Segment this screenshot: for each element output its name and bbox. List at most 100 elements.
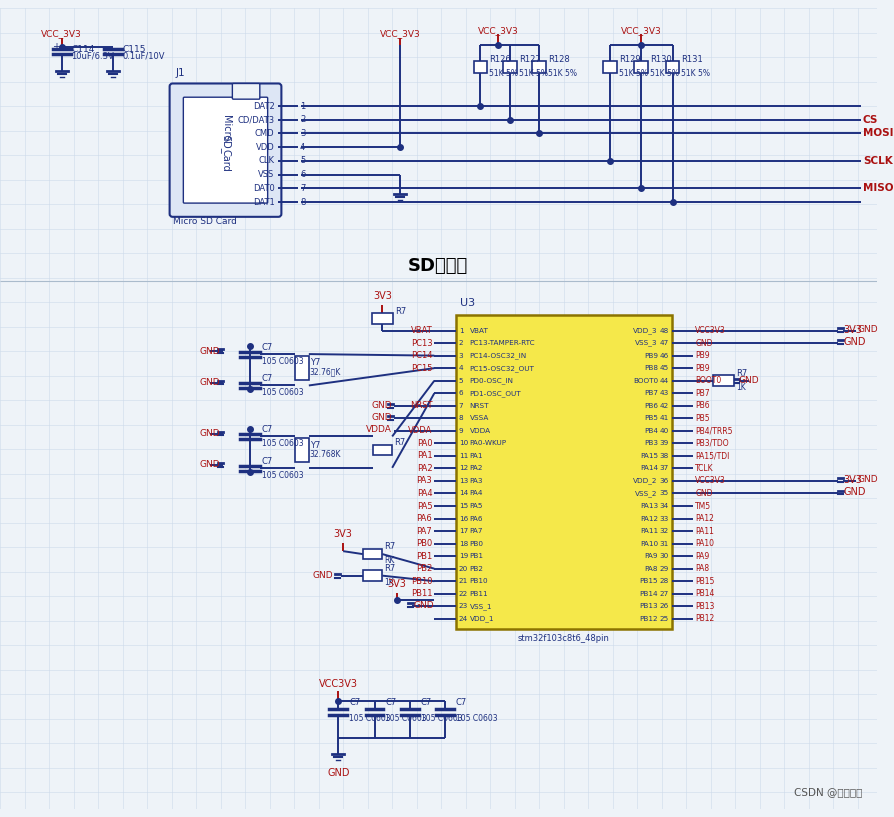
Text: VDDA: VDDA bbox=[469, 428, 491, 434]
Text: PA4: PA4 bbox=[469, 490, 483, 497]
Text: PA1: PA1 bbox=[417, 451, 433, 461]
Text: R7: R7 bbox=[384, 542, 395, 551]
Text: DAT1: DAT1 bbox=[253, 198, 274, 207]
Bar bbox=[373, 445, 392, 455]
Text: R130: R130 bbox=[650, 55, 671, 64]
Text: 4: 4 bbox=[459, 365, 463, 371]
Bar bbox=[635, 61, 648, 73]
Text: 48: 48 bbox=[660, 328, 669, 333]
Text: PB5: PB5 bbox=[644, 415, 658, 422]
Text: 105 C0603: 105 C0603 bbox=[262, 357, 303, 366]
Text: PA7: PA7 bbox=[469, 528, 483, 534]
Bar bbox=[295, 356, 308, 380]
Text: GND: GND bbox=[738, 376, 759, 385]
Text: 7: 7 bbox=[459, 403, 463, 408]
Text: PD1-OSC_OUT: PD1-OSC_OUT bbox=[469, 390, 521, 396]
Text: GND: GND bbox=[200, 460, 221, 470]
Text: PA15/TDI: PA15/TDI bbox=[696, 451, 730, 461]
Text: C7: C7 bbox=[262, 426, 273, 435]
Text: 31: 31 bbox=[660, 541, 669, 547]
Text: PC15: PC15 bbox=[411, 364, 433, 373]
Text: PB4/TRR5: PB4/TRR5 bbox=[696, 426, 733, 435]
Text: BOOT0: BOOT0 bbox=[696, 376, 721, 385]
Text: Y7: Y7 bbox=[310, 440, 320, 450]
Text: PA14: PA14 bbox=[640, 466, 658, 471]
Text: VDDA: VDDA bbox=[408, 426, 433, 435]
Text: 12: 12 bbox=[459, 466, 468, 471]
Text: CSDN @竹秋五日: CSDN @竹秋五日 bbox=[795, 788, 863, 797]
Text: 37: 37 bbox=[660, 466, 669, 471]
Text: C7: C7 bbox=[262, 343, 273, 352]
Text: 3: 3 bbox=[300, 129, 306, 138]
Text: 40: 40 bbox=[660, 428, 669, 434]
Text: GND: GND bbox=[843, 337, 865, 347]
Text: CMD: CMD bbox=[255, 129, 274, 138]
Text: 18: 18 bbox=[459, 541, 468, 547]
Text: PA9: PA9 bbox=[645, 553, 658, 559]
Bar bbox=[363, 570, 383, 581]
Text: GND: GND bbox=[372, 413, 392, 422]
Text: 3V3: 3V3 bbox=[388, 578, 407, 588]
Text: 10: 10 bbox=[459, 440, 468, 446]
Text: 0.1uF/10V: 0.1uF/10V bbox=[122, 51, 165, 60]
Text: 105 C0603: 105 C0603 bbox=[349, 714, 391, 723]
Text: 13: 13 bbox=[459, 478, 468, 484]
Text: 23: 23 bbox=[459, 603, 468, 609]
Text: 1: 1 bbox=[459, 328, 463, 333]
Text: 105 C0603: 105 C0603 bbox=[262, 388, 303, 397]
Text: GND: GND bbox=[313, 571, 333, 580]
Text: PB6: PB6 bbox=[696, 401, 710, 410]
Text: 14: 14 bbox=[459, 490, 468, 497]
Text: VBAT: VBAT bbox=[410, 326, 433, 335]
Text: Card: Card bbox=[221, 149, 231, 172]
Text: 2: 2 bbox=[459, 340, 463, 346]
Text: Y7: Y7 bbox=[310, 359, 320, 368]
Text: 30: 30 bbox=[660, 553, 669, 559]
Text: PB0: PB0 bbox=[416, 539, 433, 548]
Text: R126: R126 bbox=[489, 55, 511, 64]
Text: 3V3: 3V3 bbox=[843, 324, 862, 335]
Bar bbox=[295, 439, 308, 462]
Text: C7: C7 bbox=[456, 698, 468, 707]
Text: CS: CS bbox=[863, 114, 878, 125]
Text: TM5: TM5 bbox=[696, 502, 712, 511]
Text: PA2: PA2 bbox=[417, 464, 433, 473]
Text: 8: 8 bbox=[459, 415, 463, 422]
Text: 51K 5%: 51K 5% bbox=[489, 69, 519, 78]
Text: 51K 5%: 51K 5% bbox=[650, 69, 679, 78]
Text: C114: C114 bbox=[72, 45, 95, 54]
Text: NRST: NRST bbox=[469, 403, 489, 408]
Text: 17: 17 bbox=[459, 528, 468, 534]
Text: PB3: PB3 bbox=[644, 440, 658, 446]
Text: PA13: PA13 bbox=[640, 503, 658, 509]
Text: GND: GND bbox=[200, 429, 221, 438]
Text: PB13: PB13 bbox=[696, 602, 714, 611]
Text: VDD_3: VDD_3 bbox=[633, 327, 658, 334]
Text: VCC3V3: VCC3V3 bbox=[696, 326, 726, 335]
Text: C115: C115 bbox=[122, 45, 146, 54]
Text: 25: 25 bbox=[660, 616, 669, 622]
Text: PB10: PB10 bbox=[411, 577, 433, 586]
Text: PA12: PA12 bbox=[640, 516, 658, 521]
Text: PB2: PB2 bbox=[469, 565, 484, 572]
Text: GND: GND bbox=[696, 489, 713, 498]
Text: 6: 6 bbox=[300, 170, 306, 179]
Bar bbox=[503, 61, 517, 73]
Text: RK: RK bbox=[384, 556, 395, 565]
Text: 38: 38 bbox=[660, 453, 669, 459]
Text: Micro: Micro bbox=[221, 115, 231, 141]
Text: GND: GND bbox=[372, 401, 392, 410]
Text: PA8: PA8 bbox=[696, 565, 709, 574]
Text: 105 C0603: 105 C0603 bbox=[420, 714, 462, 723]
Text: R131: R131 bbox=[681, 55, 704, 64]
Text: PB13: PB13 bbox=[639, 603, 658, 609]
Text: VBAT: VBAT bbox=[469, 328, 488, 333]
FancyBboxPatch shape bbox=[183, 97, 267, 203]
Text: 105 C0603: 105 C0603 bbox=[262, 471, 303, 480]
Text: PB15: PB15 bbox=[639, 578, 658, 584]
Text: 28: 28 bbox=[660, 578, 669, 584]
Text: PA8: PA8 bbox=[645, 565, 658, 572]
Text: PA4: PA4 bbox=[417, 489, 433, 498]
Text: 27: 27 bbox=[660, 591, 669, 596]
Text: C7: C7 bbox=[262, 374, 273, 383]
